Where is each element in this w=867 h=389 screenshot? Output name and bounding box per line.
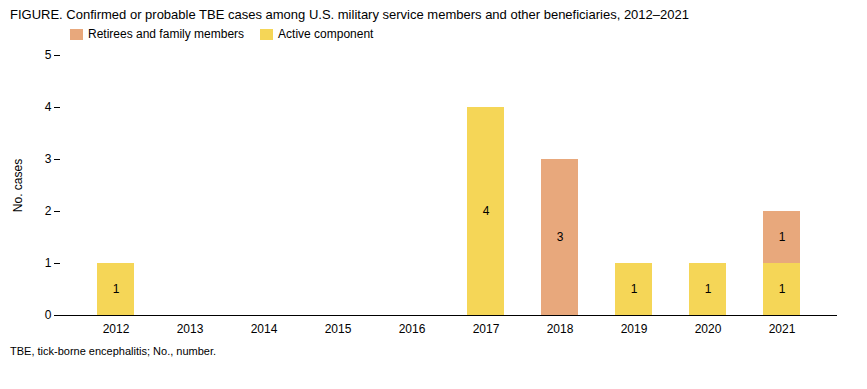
svg-text:2021: 2021 (769, 322, 796, 336)
svg-text:1: 1 (779, 282, 786, 296)
svg-text:1: 1 (113, 282, 120, 296)
svg-text:5: 5 (45, 48, 52, 62)
svg-text:2015: 2015 (325, 322, 352, 336)
svg-text:3: 3 (557, 230, 564, 244)
svg-text:2012: 2012 (103, 322, 130, 336)
html-text:Retirees and family members: Retirees and family members (88, 27, 245, 41)
svg-text:3: 3 (45, 152, 52, 166)
html-text:FIGURE. Confirmed or probable: FIGURE. Confirmed or probable TBE cases … (10, 7, 689, 22)
svg-text:1: 1 (631, 282, 638, 296)
svg-text:2013: 2013 (177, 322, 204, 336)
svg-text:1: 1 (779, 230, 786, 244)
svg-text:2019: 2019 (621, 322, 648, 336)
svg-text:2016: 2016 (399, 322, 426, 336)
svg-text:4: 4 (483, 204, 490, 218)
svg-text:0: 0 (45, 308, 52, 322)
svg-text:1: 1 (45, 256, 52, 270)
html-text:TBE, tick-borne encephalitis;: TBE, tick-borne encephalitis; No., numbe… (10, 345, 216, 357)
svg-text:2: 2 (45, 204, 52, 218)
svg-text:2014: 2014 (251, 322, 278, 336)
svg-text:2018: 2018 (547, 322, 574, 336)
html-text:Active component: Active component (278, 27, 374, 41)
svg-text:4: 4 (45, 100, 52, 114)
svg-text:1: 1 (705, 282, 712, 296)
svg-text:2017: 2017 (473, 322, 500, 336)
svg-text:No. cases: No. cases (11, 159, 25, 212)
svg-text:2020: 2020 (695, 322, 722, 336)
